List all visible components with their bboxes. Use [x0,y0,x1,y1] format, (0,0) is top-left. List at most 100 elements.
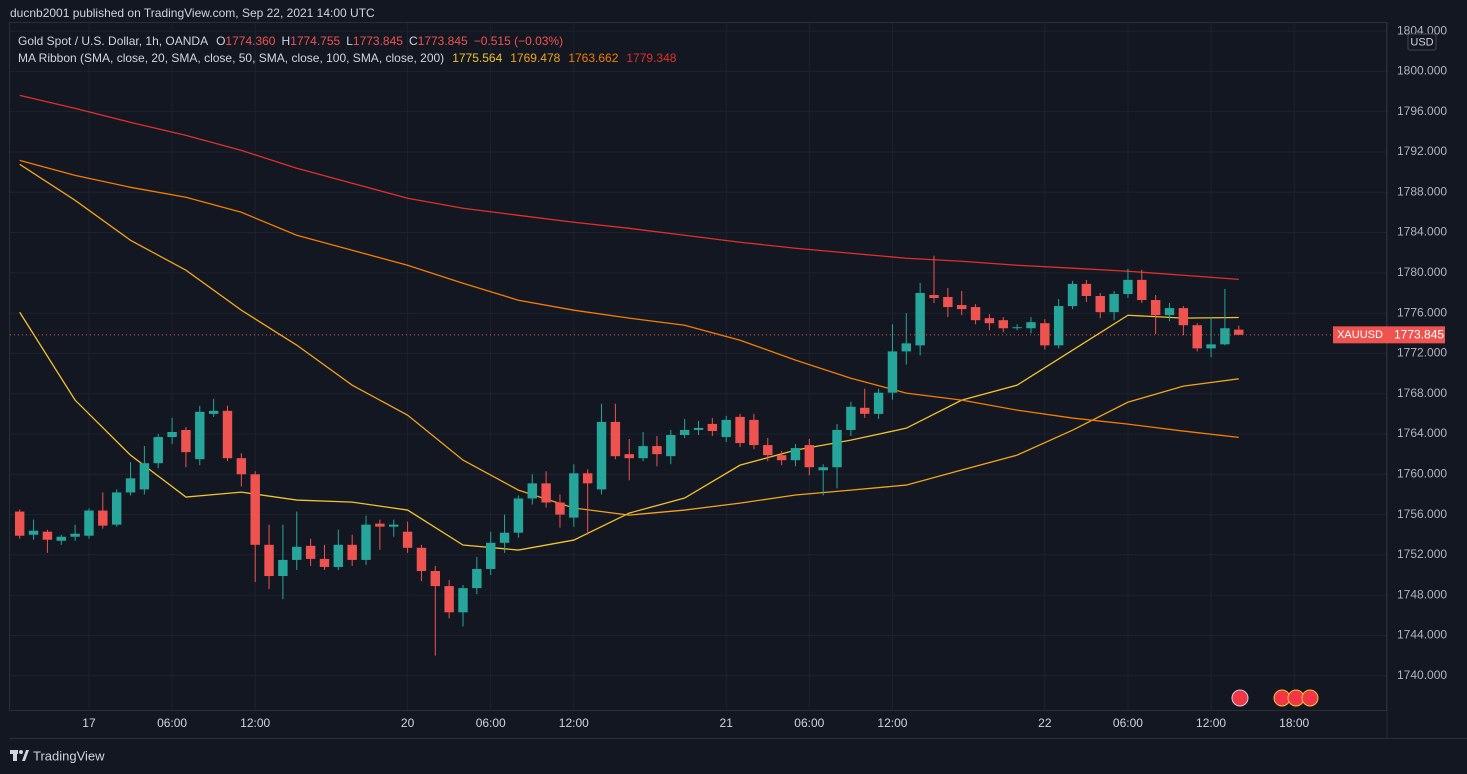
symbol-badge [1333,326,1387,344]
candle-body [873,392,884,414]
candle-body [1150,300,1161,316]
y-tick-label: 1800.000 [1397,64,1447,78]
candle-body [943,297,953,308]
candle-body [181,429,191,453]
plot [10,94,1387,656]
candle-body [167,431,177,438]
change: −0.515 (−0.03%) [474,34,563,48]
ma-value: 1763.662 [568,51,618,65]
x-tick-label: 22 [1038,716,1052,730]
candle-body [1081,283,1092,296]
candle-body [721,419,731,438]
x-tick-label: 12:00 [1196,716,1226,730]
candle-body [1026,322,1036,329]
candle-body [707,423,718,431]
x-tick-label: 06:00 [1113,716,1143,730]
candle-body [333,544,344,567]
y-tick-label: 1772.000 [1397,346,1447,360]
candle-body [624,454,634,459]
ohlc-value: 1773.845 [353,34,403,48]
candle-body [14,511,25,536]
candle-body [1123,279,1133,294]
candle-body [1137,279,1147,301]
candle-body [998,320,1008,329]
y-tick-label: 1776.000 [1397,305,1447,319]
x-tick-label: 06:00 [157,716,187,730]
last-price-label: 1773.845 [1394,328,1444,342]
ohlc-label: O [216,34,225,48]
ohlc-value: 1774.360 [225,34,275,48]
candle-body [818,467,828,471]
candle-body [499,532,510,543]
brand-logo [10,750,29,761]
candle-body [638,446,648,459]
candle-body [208,410,219,414]
event-flag[interactable] [1301,689,1319,707]
footer [0,739,1467,774]
candle-body [749,419,759,446]
candle-body [956,305,967,310]
candle-body [361,524,371,560]
x-tick-label: 06:00 [794,716,824,730]
candle-body [1164,308,1175,316]
candle-body [264,544,274,577]
x-tick-label: 21 [720,716,734,730]
candle-body [887,351,898,393]
candle-body [846,406,856,430]
ma-line [19,159,1239,439]
ma-legend: MA Ribbon (SMA, close, 20, SMA, close, 5… [18,51,677,65]
candle-body [430,570,441,587]
ma-line [19,311,1239,551]
candle-body [1220,328,1230,345]
ohlc-label: C [409,34,418,48]
candle-body [98,510,108,526]
y-tick-label: 1744.000 [1397,628,1447,642]
x-tick-label: 20 [401,716,415,730]
last-price-box [1387,326,1445,344]
candle-body [389,524,399,527]
candle-body [347,544,357,560]
candle-body [679,429,690,436]
candle-body [1040,323,1050,346]
candle-body [1053,306,1064,346]
y-tick-label: 1768.000 [1397,386,1447,400]
candle-body [195,411,205,460]
candle-body [278,559,288,577]
ma-label: MA Ribbon (SMA, close, 20, SMA, close, 5… [18,51,444,65]
event-flag[interactable] [1231,689,1249,707]
candle-body [1095,296,1105,313]
candle-body [790,448,801,461]
candle-body [1206,344,1216,349]
ohlc-label: H [281,34,290,48]
candle-body [222,410,233,459]
candle-body [305,545,316,559]
ma-line [19,94,1239,281]
candle-body [804,445,815,468]
candle-body [555,502,565,515]
candle-body [693,427,704,430]
candle-body [28,530,39,535]
candle-body [901,343,912,352]
candle-body [1234,329,1244,335]
candle-body [250,474,260,545]
candle-body [860,407,870,414]
candle-body [416,547,427,571]
candle-body [444,586,454,613]
symbol-badge-label: XAUUSD [1337,329,1383,341]
candle-body [375,523,385,527]
ohlc-value: 1773.845 [418,34,468,48]
x-tick-label: 12:00 [877,716,907,730]
candle-body [832,429,842,468]
ma-value: 1779.348 [626,51,676,65]
candle-body [111,492,122,525]
event-flags [1231,689,1319,707]
currency: USD [1410,36,1433,48]
ma-value: 1775.564 [452,51,502,65]
candle-body [139,463,150,490]
axes: 1740.000 1744.000 1748.000 1752.000 1756.000… [82,23,1447,730]
candle-body [541,483,551,503]
candle-body [652,446,662,455]
symbol: Gold Spot / U.S. Dollar, 1h, OANDA [18,34,208,48]
candle-body [569,473,579,518]
